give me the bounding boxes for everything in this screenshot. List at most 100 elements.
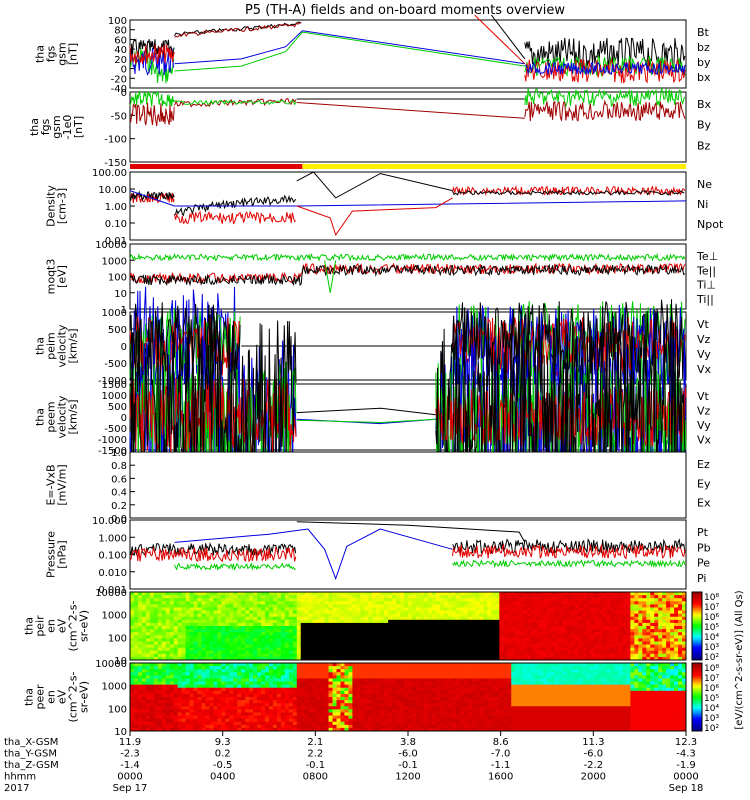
spectro-cell [392,638,397,642]
spectro-cell [261,607,266,611]
spectro-cell [439,632,445,636]
spectro-cell [356,592,361,596]
spectro-cell [614,638,619,642]
spectro-cell [360,607,365,611]
spectro-cell [630,613,635,618]
spectro-cell [606,644,611,649]
spectro-cell [217,666,222,670]
spectro-cell [217,675,222,679]
spectro-cell [133,693,139,698]
trace-bz [474,14,526,65]
spectro-cell [348,632,353,636]
spectro-cell [384,638,389,642]
spectro-cell [356,619,361,624]
spectro-cell [272,650,278,655]
spectro-cell [233,681,238,686]
spectro-cell [181,721,186,726]
spectro-cell [471,626,476,630]
spectro-cell [153,592,159,596]
spectro-cell [614,601,619,605]
spectro-cell [594,613,600,618]
spectro-cell [562,653,568,658]
spectro-cell [419,638,425,642]
spectro-cell [189,607,194,611]
spectro-cell [177,703,183,707]
spectro-cell [157,712,163,716]
trace-pb [452,543,686,560]
spectro-cell [332,647,337,652]
spectro-cell [209,644,214,649]
spectro-cell [133,616,139,621]
spectro-cell [547,607,552,611]
spectro-cell [304,610,310,615]
spectro-cell [554,619,560,624]
spectro-cell [467,610,472,615]
spectro-cell [380,638,385,642]
spectro-cell [435,604,441,608]
spectro-cell [320,681,325,686]
spectro-cell [300,706,306,710]
spectro-cell [193,663,198,667]
spectro-cell [475,632,480,636]
y-tick-label: 10.00 [98,185,127,196]
spectro-cell [475,647,480,652]
spectro-cell [284,638,290,642]
spectro-cell [415,703,421,707]
spectro-cell [328,724,333,729]
spectro-cell [193,619,198,624]
spectro-cell [324,672,329,676]
spectro-cell [670,622,675,627]
spectro-cell [284,641,290,645]
spectro-cell [209,678,214,682]
spectro-cell [149,622,155,627]
spectro-cell [169,715,175,720]
spectro-cell [320,644,325,649]
spectro-cell [396,598,401,602]
spectro-cell [447,629,453,633]
spectro-cell [332,678,337,682]
spectro-cell [280,626,286,630]
spectro-cell [610,644,615,649]
spectro-cell [137,687,143,692]
spectro-cell [380,697,385,701]
spectro-cell [197,715,202,720]
spectro-cell [217,703,222,707]
spectro-cell [261,712,266,716]
legend-ey: Ey [697,477,711,490]
spectro-cell [261,687,266,692]
spectro-cell [137,653,143,658]
spectro-cell [543,598,548,602]
spectro-cell [670,644,675,649]
spectro-cell [288,700,294,704]
spectro-cell [388,712,393,716]
spectro-cell [249,687,254,692]
legend-pt: Pt [697,526,709,539]
spectro-cell [682,641,687,645]
spectro-cell [344,619,349,624]
spectro-cell [133,684,139,689]
spectro-cell [511,626,516,630]
spectro-cell [487,604,492,608]
spectro-cell [352,666,357,670]
spectro-cell [269,693,274,698]
spectro-cell [141,678,147,682]
spectro-cell [221,650,226,655]
spectro-cell [241,727,246,732]
spectro-cell [141,656,147,661]
y-axis-label-line: en [45,690,58,704]
spectro-cell [364,681,369,686]
spectro-cell [205,703,210,707]
spectro-cell [288,650,294,655]
spectro-cell [316,641,322,645]
spectro-cell [451,632,457,636]
spectro-cell [483,622,488,627]
spectro-cell [372,610,377,615]
spectro-cell [169,595,175,599]
spectro-cell [320,703,325,707]
spectro-cell [499,644,504,649]
spectro-cell [237,693,242,698]
spectro-cell [356,635,361,639]
spectro-cell [316,592,322,596]
spectro-cell [249,644,254,649]
spectro-cell [427,653,433,658]
